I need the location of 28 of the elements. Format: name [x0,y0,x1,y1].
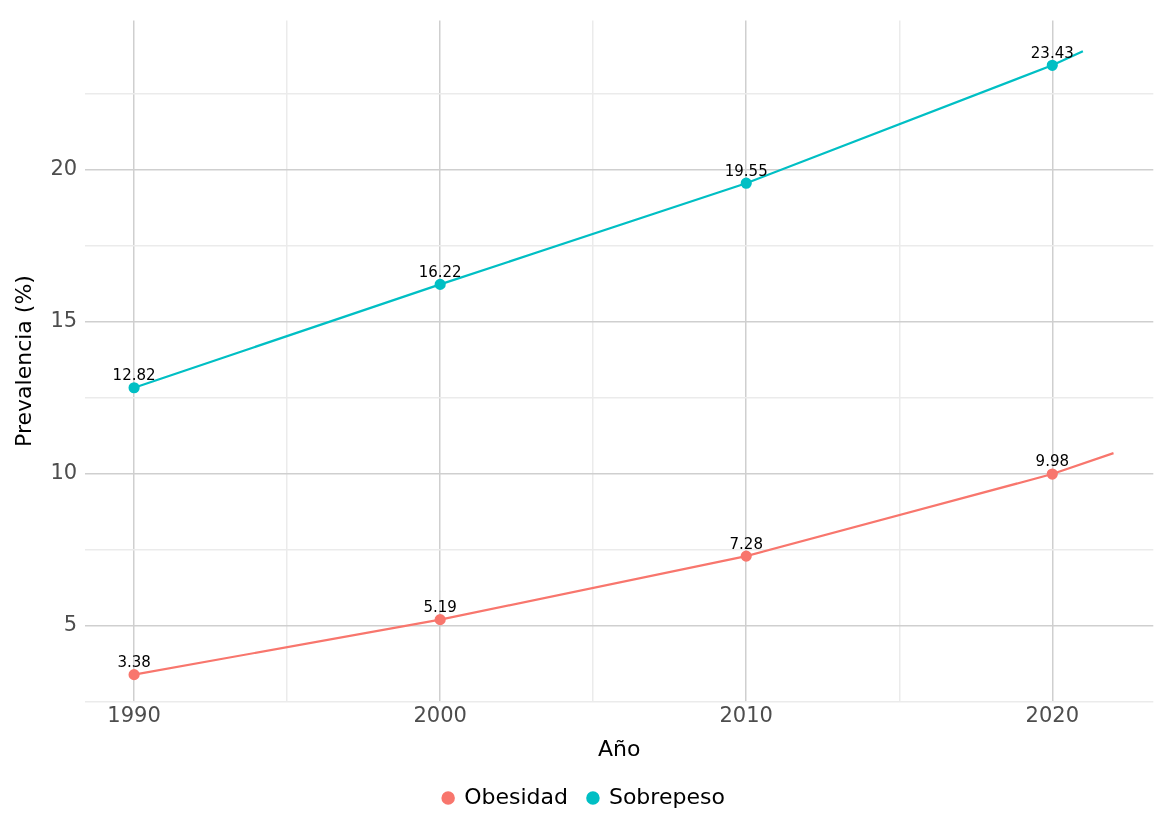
x-tick-label: 2010 [719,703,773,728]
x-tick-label: 2020 [1025,703,1080,728]
data-label: 9.98 [1035,452,1069,471]
point [128,669,140,681]
legend-label: Sobrepeso [608,783,725,809]
point [740,550,752,562]
x-axis-title: Año [597,735,641,761]
data-label: 19.55 [724,161,768,180]
y-tick-label: 5 [63,611,78,636]
legend-label: Obesidad [464,783,568,809]
data-label: 7.28 [729,534,763,553]
data-label: 5.19 [423,598,457,617]
y-axis-title: Prevalencia (%) [10,275,36,447]
data-label: 16.22 [418,262,462,281]
data-label: 12.82 [112,366,156,385]
point [740,177,752,189]
x-tick-label: 1990 [107,703,161,728]
point [1046,468,1058,480]
point [128,382,140,394]
y-tick-label: 10 [50,459,78,484]
data-label: 23.43 [1030,43,1074,62]
data-label: 3.38 [117,653,151,672]
y-tick-label: 15 [50,307,78,332]
x-tick-label: 2000 [413,703,467,728]
point [434,614,446,626]
y-tick-label: 20 [50,155,78,180]
point [434,278,446,291]
point [1046,59,1058,71]
